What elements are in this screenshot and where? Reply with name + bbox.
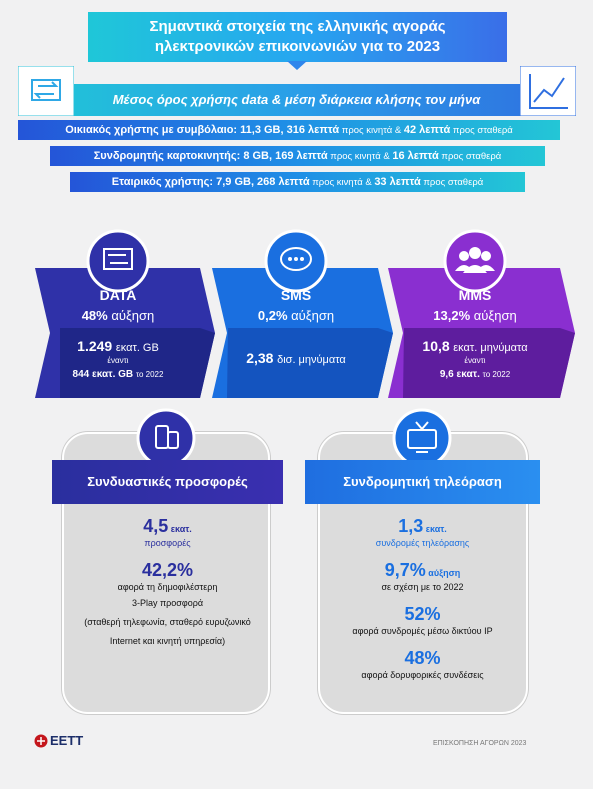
value: 4,5 (143, 516, 169, 536)
usage-row: Εταιρικός χρήστης: 7,9 GB, 268 λεπτά προ… (70, 172, 525, 192)
usage-text: προς κινητά & (327, 151, 393, 162)
card-value: 1.249 εκατ. GB (38, 338, 198, 354)
panel-title: Συνδυαστικές προσφορές (52, 460, 283, 504)
item-text: συνδρομές τηλεόρασης (375, 538, 470, 548)
card-growth: 13,2% αύξηση (395, 308, 555, 323)
panel-body: 4,5 εκατ. προσφορές 42,2% αφορά τη δημοφιλέ… (62, 516, 273, 661)
title-pointer (287, 61, 307, 70)
value: 1,3 (398, 516, 424, 536)
data-icon (18, 66, 74, 116)
item-value: 4,5 εκατ. (62, 516, 273, 536)
previous-value: 9,6 εκατ. (439, 369, 480, 380)
previous: 844 εκατ. GB το 2022 (38, 369, 198, 380)
usage-text: προς σταθερά (450, 125, 513, 136)
panel-body: 1,3 εκατ. συνδρομές τηλεόρασης 9,7% αύξηση… (315, 516, 530, 692)
usage-row: Οικιακός χρήστης με συμβόλαιο: 11,3 GB, … (18, 120, 560, 140)
value: 52% (404, 604, 441, 624)
usage-text: 33 λεπτά (374, 176, 421, 188)
panel-icons (136, 408, 452, 468)
usage-text: προς κινητά & (309, 177, 375, 188)
usage-row: Συνδρομητής καρτοκινητής: 8 GB, 169 λεπτ… (50, 146, 545, 166)
item-text: 3-Play προσφορά (131, 598, 204, 608)
item-text: αφορά δορυφορικές συνδέσεις (361, 670, 484, 680)
usage-text: 42 λεπτά (403, 124, 451, 136)
item-value: 9,7% αύξηση (315, 560, 530, 580)
value: 9,7% (384, 560, 426, 580)
growth-label: αύξηση (111, 308, 155, 323)
footer-note: ΕΠΙΣΚΟΠΗΣΗ ΑΓΟΡΩΝ 2023 (433, 740, 527, 747)
unit: δισ. μηνύματα (277, 354, 346, 366)
usage-text: Συνδρομητής καρτοκινητής: (93, 150, 244, 162)
title-line: ηλεκτρονικών επικοινωνιών για το 2023 (154, 38, 441, 55)
cards-shapes (35, 229, 575, 398)
item: 1,3 εκατ. συνδρομές τηλεόρασης (315, 516, 530, 550)
item-text: προσφορές (144, 538, 191, 548)
previous: 9,6 εκατ. το 2022 (395, 369, 555, 380)
item-text: αφορά συνδρομές μέσω δικτύου IP (352, 626, 493, 636)
usage-text: 11,3 GB, 316 λεπτά (240, 124, 340, 136)
item-value: 48% (315, 648, 530, 668)
item-value: 52% (315, 604, 530, 624)
title-box: Σημαντικά στοιχεία της ελληνικής αγοράς … (88, 12, 507, 62)
versus: έναντι (464, 356, 486, 365)
panel-title: Συνδρομητική τηλεόραση (305, 460, 540, 504)
item-value: 42,2% (62, 560, 273, 580)
value: 10,8 (422, 338, 450, 354)
usage-banner: Μέσος όρος χρήσης data & μέση διάρκεια κ… (18, 84, 575, 116)
item: 9,7% αύξηση σε σχέση με το 2022 (315, 560, 530, 594)
logo-text: ΕΕΤΤ (50, 733, 84, 748)
card-title: SMS (280, 287, 312, 303)
value: 48% (404, 648, 441, 668)
growth-label: αύξηση (291, 308, 335, 323)
item: 52% αφορά συνδρομές μέσω δικτύου IP (315, 604, 530, 638)
usage-text: 7,9 GB, 268 λεπτά (216, 176, 310, 188)
usage-text: 8 GB, 169 λεπτά (243, 150, 328, 162)
chart-icon (520, 66, 576, 116)
growth-label: αύξηση (473, 308, 517, 323)
item: 42,2% αφορά τη δημοφιλέστερη 3-Play προσφο… (62, 560, 273, 651)
item-text: αφορά τη δημοφιλέστερη (117, 582, 218, 592)
unit: εκατ. (170, 524, 192, 534)
logo-mark (34, 734, 48, 748)
item: 48% αφορά δορυφορικές συνδέσεις (315, 648, 530, 682)
unit: αύξηση (428, 568, 461, 578)
usage-text: Εταιρικός χρήστης: (111, 176, 217, 188)
versus: έναντι (107, 356, 129, 365)
unit: εκατ. GB (115, 342, 159, 354)
item-text: Internet και κινητή υπηρεσία) (109, 636, 226, 646)
usage-text: Οικιακός χρήστης με συμβόλαιο: (65, 124, 241, 136)
unit: εκατ. (425, 524, 447, 534)
item-text: σε σχέση με το 2022 (381, 582, 464, 592)
card-growth: 0,2% αύξηση (216, 308, 376, 323)
growth-value: 13,2% (433, 308, 471, 323)
usage-text: προς κινητά & (339, 125, 404, 136)
card-title: DATA (99, 287, 137, 303)
card-growth: 48% αύξηση (38, 308, 198, 323)
previous-note: το 2022 (482, 370, 511, 379)
card-value: 2,38 δισ. μηνύματα (216, 350, 376, 366)
value: 1.249 (77, 338, 113, 354)
growth-value: 0,2% (257, 308, 288, 323)
previous-note: το 2022 (135, 370, 164, 379)
card-value: 10,8 εκατ. μηνύματα (395, 338, 555, 354)
usage-text: προς σταθερά (438, 151, 502, 162)
value: 42,2% (141, 560, 194, 580)
previous-value: 844 εκατ. GB (72, 369, 134, 380)
usage-text: προς σταθερά (420, 177, 484, 188)
card-title: MMS (458, 287, 492, 303)
item: 4,5 εκατ. προσφορές (62, 516, 273, 550)
unit: εκατ. μηνύματα (453, 342, 528, 354)
title-line: Σημαντικά στοιχεία της ελληνικής αγοράς (149, 18, 446, 35)
usage-text: 16 λεπτά (392, 150, 439, 162)
value: 2,38 (246, 350, 274, 366)
growth-value: 48% (81, 308, 108, 323)
item-value: 1,3 εκατ. (315, 516, 530, 536)
item-text: (σταθερή τηλεφωνία, σταθερό ευρυζωνικό (84, 617, 251, 627)
